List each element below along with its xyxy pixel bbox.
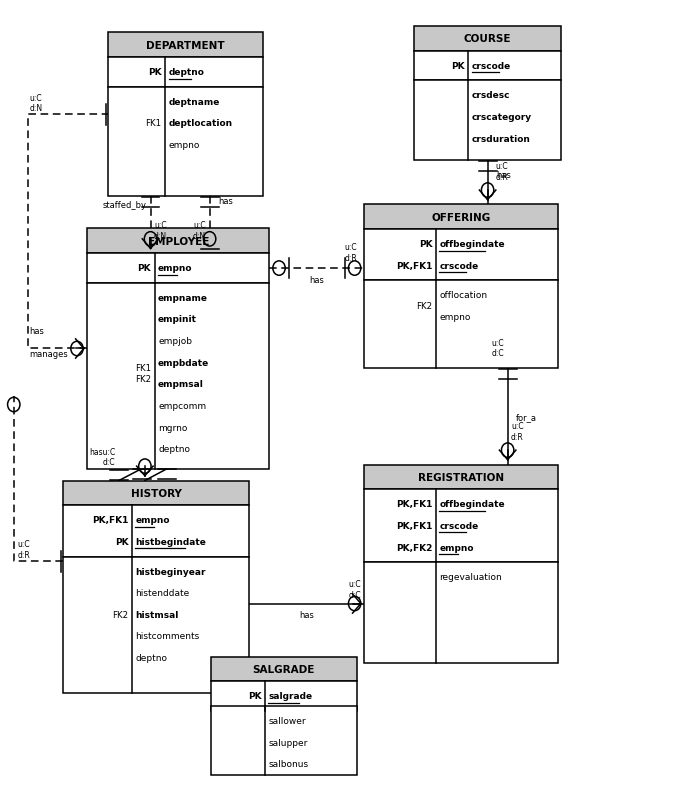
Text: offlocation: offlocation	[440, 291, 488, 300]
Bar	[211, 707, 357, 775]
Text: has: has	[309, 275, 324, 285]
Text: crscode: crscode	[440, 261, 479, 270]
Text: histcomments: histcomments	[135, 632, 199, 641]
Text: sallower: sallower	[268, 716, 306, 725]
Text: FK1
FK2: FK1 FK2	[135, 364, 151, 383]
Text: u:C
d:N: u:C d:N	[30, 94, 43, 113]
Text: PK: PK	[419, 240, 433, 249]
Text: empno: empno	[135, 516, 170, 525]
Text: u:C
d:C: u:C d:C	[348, 580, 361, 599]
Text: PK,FK1: PK,FK1	[396, 261, 433, 270]
Text: HISTORY: HISTORY	[130, 488, 181, 498]
Text: FK2: FK2	[112, 610, 128, 619]
Text: empbdate: empbdate	[158, 358, 209, 367]
Text: salbonus: salbonus	[268, 759, 308, 768]
Text: histenddate: histenddate	[135, 589, 190, 597]
Bar	[63, 506, 249, 557]
Text: crscategory: crscategory	[472, 113, 532, 122]
Text: PK,FK1: PK,FK1	[92, 516, 128, 525]
Text: PK,FK2: PK,FK2	[396, 543, 433, 552]
Text: DEPARTMENT: DEPARTMENT	[146, 41, 224, 51]
Text: hasu:C
d:C: hasu:C d:C	[89, 448, 115, 467]
Text: deptno: deptno	[135, 653, 168, 662]
Text: histbegindate: histbegindate	[135, 537, 206, 546]
Text: u:C
d:R: u:C d:R	[344, 243, 357, 262]
Bar	[364, 490, 558, 562]
Text: FK2: FK2	[416, 302, 433, 311]
Text: empname: empname	[158, 294, 208, 302]
Text: u:C
d:N: u:C d:N	[154, 221, 167, 241]
Bar	[364, 205, 558, 230]
Text: deptno: deptno	[168, 68, 204, 77]
Text: has: has	[218, 197, 233, 206]
Text: empno: empno	[440, 313, 471, 322]
Bar	[414, 81, 562, 161]
Text: PK: PK	[137, 264, 151, 273]
Text: manages: manages	[30, 350, 68, 358]
Bar	[63, 481, 249, 506]
Text: has: has	[299, 610, 314, 619]
Text: PK: PK	[148, 68, 161, 77]
Text: COURSE: COURSE	[464, 34, 511, 44]
Text: empcomm: empcomm	[158, 402, 206, 411]
Text: empno: empno	[158, 264, 193, 273]
Text: SALGRADE: SALGRADE	[253, 664, 315, 674]
Text: FK1: FK1	[146, 119, 161, 128]
Bar	[88, 229, 269, 254]
Bar	[108, 34, 262, 58]
Text: salgrade: salgrade	[268, 691, 313, 700]
Text: crscode: crscode	[472, 62, 511, 71]
Bar	[364, 465, 558, 490]
Text: has: has	[496, 171, 511, 180]
Bar	[364, 230, 558, 282]
Bar	[414, 27, 562, 52]
Bar	[364, 282, 558, 369]
Text: PK,FK1: PK,FK1	[396, 521, 433, 530]
Text: empinit: empinit	[158, 315, 197, 324]
Bar	[364, 562, 558, 663]
Text: PK,FK1: PK,FK1	[396, 500, 433, 508]
Bar	[211, 657, 357, 682]
Bar	[63, 557, 249, 693]
Text: mgrno: mgrno	[158, 423, 188, 432]
Bar	[88, 254, 269, 284]
Text: empjob: empjob	[158, 337, 192, 346]
Bar	[88, 284, 269, 469]
Text: crsdesc: crsdesc	[472, 91, 511, 100]
Text: deptname: deptname	[168, 98, 220, 107]
Text: histmsal: histmsal	[135, 610, 179, 619]
Text: u:C
d:C: u:C d:C	[491, 338, 504, 358]
Text: REGISTRATION: REGISTRATION	[418, 472, 504, 482]
Text: offbegindate: offbegindate	[440, 240, 505, 249]
Text: deptno: deptno	[158, 444, 190, 454]
Text: salupper: salupper	[268, 738, 308, 747]
Text: regevaluation: regevaluation	[440, 573, 502, 581]
Text: u:C
d:R: u:C d:R	[496, 162, 509, 181]
Bar	[108, 58, 262, 87]
Text: u:C
d:R: u:C d:R	[511, 422, 524, 441]
Text: u:C
d:R: u:C d:R	[17, 540, 30, 559]
Text: has: has	[30, 327, 44, 336]
Text: deptlocation: deptlocation	[168, 119, 233, 128]
Text: PK: PK	[451, 62, 465, 71]
Text: PK: PK	[115, 537, 128, 546]
Text: for_a: for_a	[516, 412, 537, 422]
Text: offbegindate: offbegindate	[440, 500, 505, 508]
Text: empmsal: empmsal	[158, 380, 204, 389]
Text: u:C
d:N: u:C d:N	[193, 221, 206, 241]
Bar	[211, 682, 357, 711]
Text: PK: PK	[248, 691, 262, 700]
Bar	[108, 87, 262, 197]
Text: OFFERING: OFFERING	[431, 213, 491, 223]
Text: crscode: crscode	[440, 521, 479, 530]
Text: EMPLOYEE: EMPLOYEE	[148, 237, 209, 246]
Text: empno: empno	[440, 543, 474, 552]
Text: staffed_by: staffed_by	[103, 201, 147, 210]
Bar	[414, 52, 562, 81]
Text: empno: empno	[168, 141, 200, 150]
Text: crsduration: crsduration	[472, 135, 531, 144]
Text: histbeginyear: histbeginyear	[135, 567, 206, 576]
